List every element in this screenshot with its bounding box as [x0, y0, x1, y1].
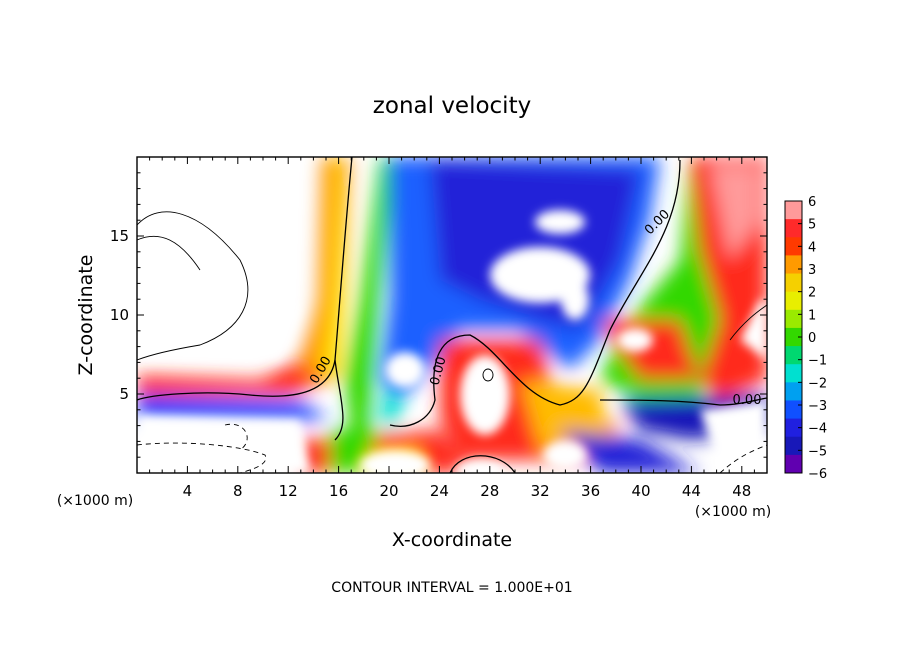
colorbar-swatch — [785, 201, 802, 220]
x-tick-label: 24 — [430, 482, 449, 500]
colorbar-tick-label: 1 — [808, 308, 816, 323]
x-tick-label: 28 — [480, 482, 499, 500]
x-tick-label: 12 — [279, 482, 298, 500]
colorbar-swatch — [785, 273, 802, 293]
colorbar-swatch — [785, 219, 802, 238]
colorbar-tick-label: −6 — [808, 467, 827, 482]
colorbar-tick-label: −2 — [808, 376, 827, 391]
colorbar-swatch — [785, 382, 802, 401]
colorbar-swatch — [785, 309, 802, 329]
colorbar-swatch — [785, 291, 802, 311]
y-axis: 5 10 15 — [110, 172, 767, 458]
colorbar: 6 5 4 3 2 1 0 −1 −2 −3 −4 −5 −6 — [784, 195, 827, 482]
x-tick-label: 20 — [379, 482, 398, 500]
colorbar-tick-label: −1 — [808, 354, 827, 369]
x-tick-label: 44 — [682, 482, 701, 500]
colorbar-tick-label: −3 — [808, 399, 827, 414]
chart-title: zonal velocity — [373, 93, 531, 119]
x-tick-label: 8 — [233, 482, 243, 500]
x-axis-label: X-coordinate — [392, 529, 512, 551]
x-axis-unit-right: (×1000 m) — [695, 504, 771, 520]
colorbar-swatch — [785, 364, 802, 383]
x-tick-label: 32 — [531, 482, 550, 500]
colorbar-tick-label: 6 — [808, 195, 816, 210]
colorbar-swatch — [785, 454, 802, 474]
y-tick-label: 15 — [110, 227, 129, 245]
colorbar-swatch — [785, 237, 802, 256]
colorbar-tick-label: 5 — [808, 218, 816, 233]
colorbar-swatch — [785, 418, 802, 438]
contour-label: 0.00 — [733, 393, 762, 408]
colorbar-swatch — [785, 255, 802, 275]
colorbar-tick-label: 0 — [808, 331, 816, 346]
contour-interval-note: CONTOUR INTERVAL = 1.000E+01 — [331, 580, 572, 596]
y-tick-label: 5 — [119, 385, 129, 403]
x-axis-unit-left: (×1000 m) — [57, 493, 133, 509]
y-tick-label: 10 — [110, 306, 129, 324]
x-tick-label: 48 — [732, 482, 751, 500]
colorbar-tick-label: 4 — [808, 240, 816, 255]
x-tick-label: 4 — [183, 482, 193, 500]
colorbar-swatch — [785, 327, 802, 347]
colorbar-tick-label: 2 — [808, 286, 816, 301]
x-tick-label: 36 — [581, 482, 600, 500]
colorbar-swatch — [785, 346, 802, 365]
y-axis-label: Z-coordinate — [75, 255, 97, 376]
colorbar-swatch — [785, 436, 802, 456]
x-axis: 4 8 12 16 20 24 28 32 36 40 44 48 — [149, 157, 755, 500]
x-tick-label: 16 — [329, 482, 348, 500]
x-tick-label: 40 — [631, 482, 650, 500]
heatmap-field — [137, 157, 767, 473]
contour-label: 0.00 — [428, 355, 450, 387]
colorbar-tick-label: −4 — [808, 422, 827, 437]
colorbar-swatch — [785, 400, 802, 420]
colorbar-tick-label: −5 — [808, 444, 827, 459]
colorbar-tick-label: 3 — [808, 263, 816, 278]
